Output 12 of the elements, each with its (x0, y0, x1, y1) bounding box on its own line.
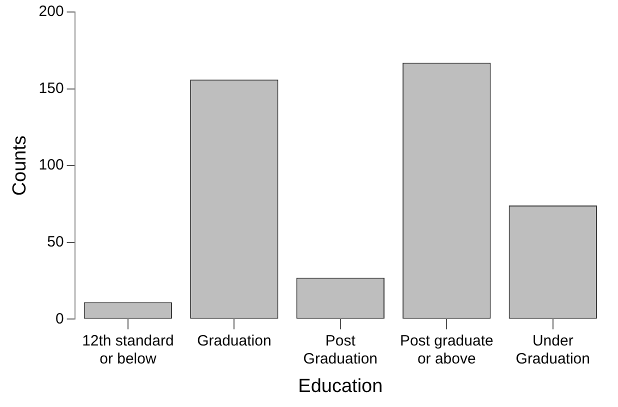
x-tick-label: Graduation (197, 332, 272, 350)
y-axis-title: Counts (10, 136, 31, 196)
y-tick-label: 50 (47, 234, 64, 251)
y-tick-label: 100 (38, 156, 64, 174)
x-tick-label: Under Graduation (516, 332, 590, 368)
y-tick-label: 150 (38, 80, 64, 97)
y-tick-label: 200 (38, 3, 64, 20)
x-tick-label: Post graduate or above (400, 332, 494, 368)
x-axis-title: Education (298, 376, 383, 397)
x-tick-label: 12th standard or below (82, 332, 174, 368)
x-tick-label: Post Graduation (303, 332, 378, 368)
y-tick-label: 0 (55, 310, 64, 328)
